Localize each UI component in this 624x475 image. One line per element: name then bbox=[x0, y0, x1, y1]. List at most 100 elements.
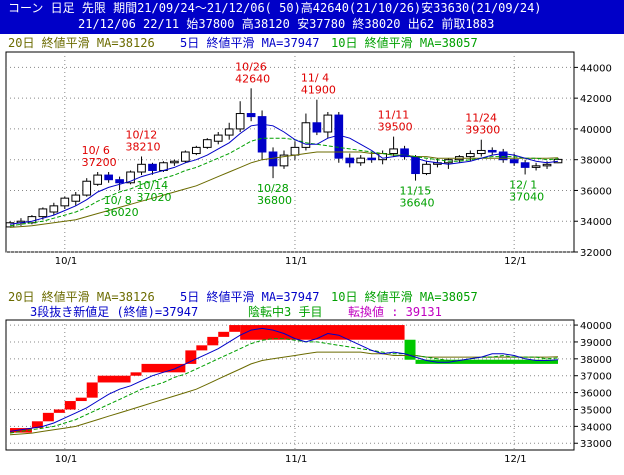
candle-down bbox=[257, 116, 267, 153]
header-line-ohlc: 21/12/06 22/11 始37800 高38120 安37780 終380… bbox=[78, 17, 495, 31]
renko-up-block bbox=[240, 325, 405, 340]
renko-up-block bbox=[185, 350, 197, 364]
bottom-xtick-label: 10/1 bbox=[55, 454, 77, 465]
candle-up bbox=[323, 114, 333, 133]
bottom-legend-ma20: 20日 終値平滑 MA=38126 bbox=[8, 289, 155, 304]
bottom-ytick-label: 39000 bbox=[580, 338, 612, 349]
top-ytick-label: 36000 bbox=[580, 186, 612, 197]
candle-up bbox=[301, 122, 311, 148]
low-annotation-date: 12/ 1 bbox=[509, 178, 537, 191]
renko-up-block bbox=[42, 412, 54, 422]
candle-up bbox=[356, 157, 366, 164]
candle-up bbox=[60, 197, 70, 207]
candle-up bbox=[181, 151, 190, 162]
bottom-ytick-label: 33000 bbox=[580, 439, 612, 450]
candle-up bbox=[137, 163, 146, 173]
candle-down bbox=[509, 159, 519, 164]
bottom-ytick-label: 34000 bbox=[580, 422, 612, 433]
top-ytick-label: 44000 bbox=[580, 63, 612, 74]
low-annotation-date: 10/28 bbox=[257, 182, 289, 195]
candle-up bbox=[170, 160, 179, 164]
low-annotation-value: 36640 bbox=[400, 197, 435, 210]
high-annotation-date: 11/24 bbox=[465, 112, 497, 125]
renko-up-block bbox=[31, 421, 43, 429]
renko-up-block bbox=[10, 428, 32, 433]
top-ytick-label: 40000 bbox=[580, 125, 612, 136]
low-annotation-date: 10/14 bbox=[136, 179, 168, 192]
low-annotation-value: 37020 bbox=[136, 191, 171, 204]
candle-up bbox=[389, 148, 398, 155]
high-annotation-date: 11/ 4 bbox=[301, 72, 329, 85]
candle-up bbox=[553, 158, 563, 164]
candle-up bbox=[542, 163, 552, 167]
bottom-panel-frame bbox=[5, 319, 575, 451]
high-annotation-date: 11/11 bbox=[378, 109, 410, 122]
renko-up-block bbox=[64, 401, 76, 410]
candle-up bbox=[476, 149, 486, 155]
high-annotation-value: 39500 bbox=[378, 121, 413, 134]
candle-down bbox=[400, 148, 409, 158]
high-annotation-date: 10/ 6 bbox=[82, 144, 110, 157]
bottom-ytick-label: 36000 bbox=[580, 389, 612, 400]
top-ytick-label: 42000 bbox=[580, 94, 612, 105]
candlestick-chart: 32000 34000 36000 38000 40000 42000 44000 10/1 1… bbox=[5, 52, 612, 267]
bottom-xtick-label: 12/1 bbox=[504, 454, 526, 465]
candle-down bbox=[246, 113, 256, 118]
renko-down-block bbox=[415, 359, 558, 364]
bottom-ytick-label: 37000 bbox=[580, 372, 612, 383]
candle-up bbox=[422, 163, 431, 175]
renko-up-block bbox=[196, 345, 208, 351]
candle-up bbox=[465, 153, 475, 158]
candle-up bbox=[93, 174, 103, 185]
candle-up bbox=[82, 180, 92, 196]
candle-up bbox=[290, 146, 300, 156]
renko-ma20-line bbox=[9, 351, 559, 436]
candle-up bbox=[191, 146, 201, 155]
renko-up-block bbox=[141, 363, 186, 373]
renko-up-block bbox=[86, 382, 98, 398]
renko-ma5-line bbox=[9, 327, 559, 432]
low-annotation-date: 11/15 bbox=[400, 185, 432, 198]
renko-up-block bbox=[207, 336, 219, 346]
high-annotation-date: 10/26 bbox=[235, 60, 267, 73]
candle-up bbox=[71, 194, 81, 202]
candle-down bbox=[104, 174, 113, 181]
high-annotation-value: 38210 bbox=[126, 140, 161, 153]
candle-up bbox=[126, 171, 135, 184]
candle-up bbox=[213, 134, 223, 142]
renko-chart: 33000 34000 35000 36000 37000 38000 39000 40000… bbox=[6, 320, 612, 465]
bottom-ytick-label: 35000 bbox=[580, 405, 612, 416]
candle-down bbox=[345, 157, 355, 164]
renko-state: 陰転中 bbox=[248, 304, 284, 319]
candle-down bbox=[312, 122, 322, 133]
top-xtick-label: 10/1 bbox=[55, 256, 77, 267]
header-line-period: コーン 日足 先限 期間21/09/24〜21/12/06( 50)高42640… bbox=[8, 1, 542, 15]
top-xtick-label: 12/1 bbox=[504, 256, 526, 267]
candle-up bbox=[279, 154, 289, 167]
high-annotation-value: 42640 bbox=[235, 72, 270, 85]
renko-down-block bbox=[404, 339, 416, 360]
bottom-xtick-label: 11/1 bbox=[285, 454, 307, 465]
candle-down bbox=[487, 149, 497, 153]
candle-up bbox=[235, 113, 245, 130]
bottom-legend-ma5: 5日 終値平滑 MA=37947 bbox=[180, 289, 319, 304]
ma5-line bbox=[9, 123, 559, 225]
renko-up-block bbox=[218, 331, 230, 337]
high-annotation-value: 37200 bbox=[82, 156, 117, 169]
top-ytick-label: 34000 bbox=[580, 217, 612, 228]
high-annotation-value: 41900 bbox=[301, 84, 336, 97]
top-ytick-label: 38000 bbox=[580, 156, 612, 167]
renko-up-block bbox=[130, 372, 142, 376]
candle-up bbox=[531, 165, 541, 168]
low-annotation-value: 37040 bbox=[509, 190, 544, 203]
low-annotation-date: 10/ 8 bbox=[104, 194, 132, 207]
candle-down bbox=[498, 151, 508, 161]
low-annotation-value: 36020 bbox=[104, 206, 139, 219]
renko-up-block bbox=[97, 375, 131, 383]
renko-title: 3段抜き新値足 (終値)=37947 bbox=[30, 304, 198, 319]
ma20-line bbox=[9, 151, 559, 228]
top-ytick-label: 32000 bbox=[580, 248, 612, 259]
renko-up-block bbox=[75, 397, 87, 402]
low-annotation-value: 36800 bbox=[257, 194, 292, 207]
